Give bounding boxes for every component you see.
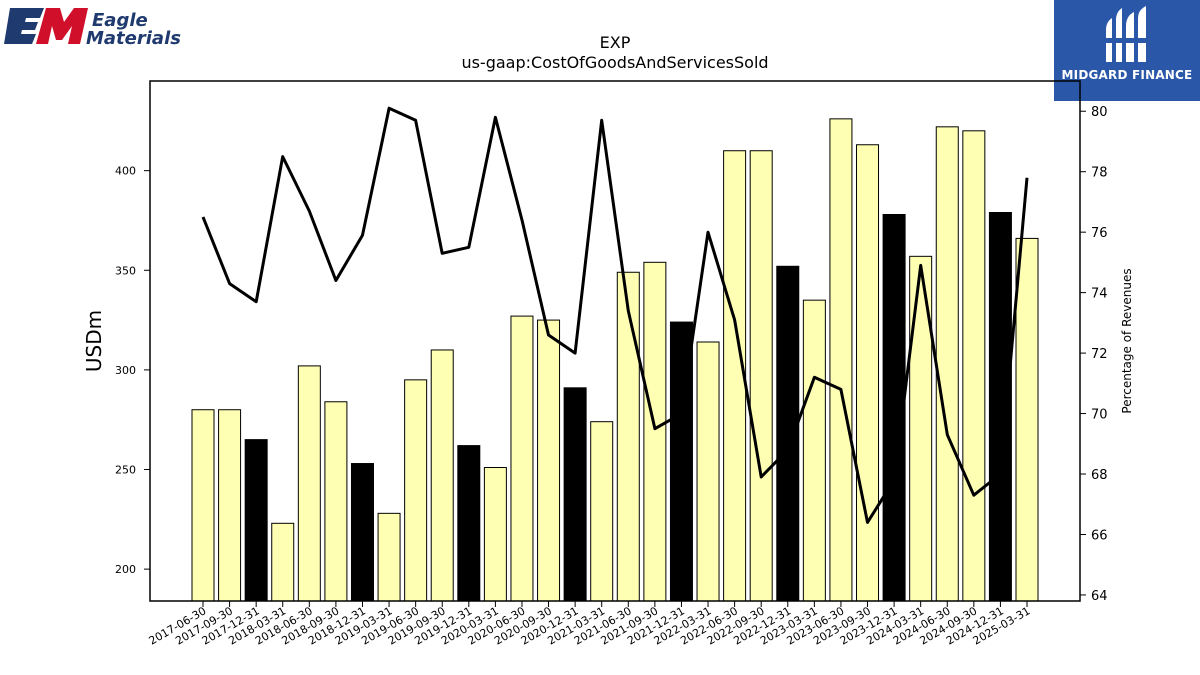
bar-2018-06-30 (297, 365, 321, 602)
bar-2019-06-30 (404, 379, 428, 602)
midgard-finance-text: MIDGARD FINANCE (1061, 68, 1193, 82)
y2-tick-label: 64 (1091, 589, 1108, 604)
bar-2025-03-31 (1015, 237, 1039, 602)
bar-2024-06-30 (935, 126, 959, 602)
bar-2022-03-31 (696, 341, 720, 602)
y2-tick-label: 72 (1091, 347, 1108, 362)
midgard-finance-logo: MIDGARD FINANCE (1054, 0, 1200, 101)
bar-2017-06-30 (191, 409, 215, 602)
line-series (201, 106, 1029, 524)
bar-2022-09-30 (749, 150, 773, 602)
bar-2020-06-30 (510, 315, 534, 602)
y-tick-label: 400 (115, 165, 136, 178)
y-tick-label: 350 (115, 264, 136, 277)
y2-tick-label: 70 (1091, 408, 1108, 423)
y-tick-label: 250 (115, 464, 136, 477)
eagle-materials-logo: Eagle Materials (4, 6, 181, 46)
y2-tick-label: 76 (1091, 226, 1108, 241)
bar-2021-09-30 (643, 261, 667, 602)
bar-2022-06-30 (723, 150, 747, 602)
y2-axis-label: Percentage of Revenues (1120, 268, 1134, 413)
y2-tick-label: 66 (1091, 528, 1108, 543)
logo-eagle-text: Eagle (92, 10, 148, 31)
logo-materials-text: Materials (86, 28, 181, 46)
bar-2018-09-30 (324, 401, 348, 602)
bar-2020-09-30 (537, 319, 561, 602)
bar-2024-09-30 (962, 130, 986, 602)
bar-2021-03-31 (590, 421, 614, 602)
bar-2023-06-30 (829, 118, 853, 602)
midgard-mark-icon (1106, 6, 1146, 62)
bar-2023-03-31 (802, 299, 826, 602)
bar-2019-09-30 (430, 349, 454, 602)
y2-tick-label: 80 (1091, 105, 1108, 120)
y-axis-label: USDm (82, 310, 106, 372)
bar-2018-12-31 (350, 463, 374, 602)
chart-title: EXP (600, 33, 631, 52)
bar-2022-12-31 (776, 265, 800, 602)
bar-2023-09-30 (856, 144, 880, 602)
bar-2020-12-31 (563, 387, 587, 602)
y2-tick-label: 68 (1091, 468, 1108, 483)
y2-tick-label: 74 (1091, 287, 1108, 302)
y2-tick-label: 78 (1091, 166, 1108, 181)
bar-2017-12-31 (244, 439, 268, 602)
bar-2019-12-31 (457, 445, 481, 602)
bar-2021-06-30 (616, 271, 640, 602)
y-tick-label: 200 (115, 563, 136, 576)
bar-2019-03-31 (377, 512, 401, 602)
percentage-line (201, 106, 1029, 524)
y-tick-label: 300 (115, 364, 136, 377)
plot-frame (149, 80, 1081, 602)
bar-series (191, 118, 1039, 602)
bar-2024-12-31 (988, 211, 1012, 602)
bar-2017-09-30 (218, 409, 242, 602)
bar-2020-03-31 (483, 467, 507, 602)
chart-subtitle: us-gaap:CostOfGoodsAndServicesSold (461, 53, 768, 72)
bar-2018-03-31 (271, 522, 295, 602)
